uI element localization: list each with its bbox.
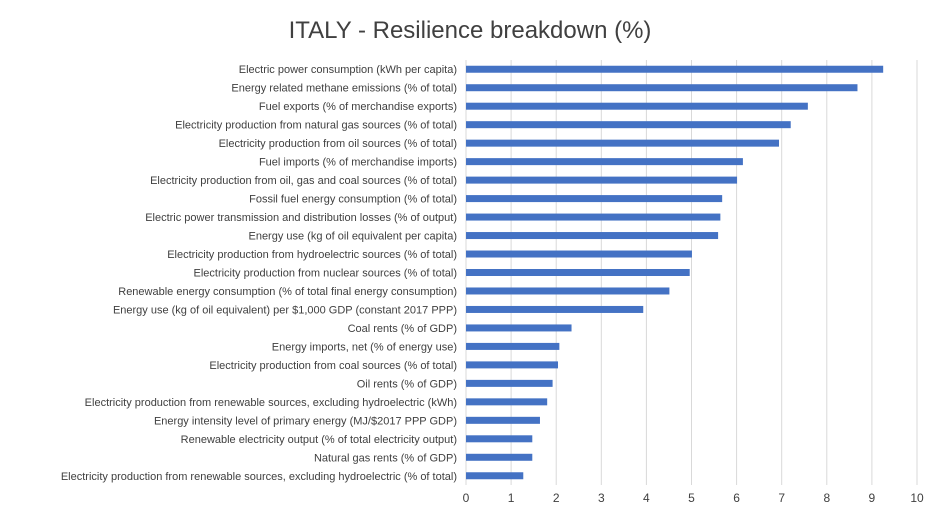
bar: [466, 305, 644, 313]
category-label: Energy use (kg of oil equivalent) per $1…: [113, 304, 457, 316]
chart-title: ITALY - Resilience breakdown (%): [289, 17, 652, 44]
x-tick-label: 1: [508, 491, 515, 505]
x-tick-label: 8: [823, 491, 830, 505]
category-label: Electricity production from nuclear sour…: [194, 268, 458, 280]
x-tick-label: 6: [733, 491, 740, 505]
bar: [466, 361, 559, 369]
bar: [466, 65, 884, 73]
category-label: Energy imports, net (% of energy use): [272, 341, 457, 353]
category-label: Oil rents (% of GDP): [357, 378, 457, 390]
bar: [466, 84, 858, 92]
x-tick-label: 2: [553, 491, 560, 505]
bar: [466, 102, 808, 110]
category-label: Electricity production from renewable so…: [85, 397, 457, 409]
bar: [466, 342, 560, 350]
bar: [466, 379, 553, 387]
category-label: Renewable energy consumption (% of total…: [118, 286, 457, 298]
bar: [466, 287, 670, 295]
category-label: Fossil fuel energy consumption (% of tot…: [249, 194, 457, 206]
category-label: Coal rents (% of GDP): [348, 323, 457, 335]
bar: [466, 121, 791, 129]
bar: [466, 453, 533, 461]
bar: [466, 324, 572, 332]
category-label: Electricity production from hydroelectri…: [167, 249, 457, 261]
bar: [466, 472, 524, 480]
category-label: Natural gas rents (% of GDP): [314, 452, 457, 464]
bar: [466, 416, 540, 424]
category-label: Energy intensity level of primary energy…: [154, 415, 457, 427]
category-label: Energy related methane emissions (% of t…: [231, 83, 457, 95]
bar: [466, 213, 721, 221]
bar: [466, 232, 719, 240]
category-label: Fuel exports (% of merchandise exports): [259, 101, 457, 113]
category-label: Fuel imports (% of merchandise imports): [259, 157, 457, 169]
x-tick-label: 10: [910, 491, 924, 505]
x-tick-label: 3: [598, 491, 605, 505]
x-tick-label: 5: [688, 491, 695, 505]
x-tick-label: 4: [643, 491, 650, 505]
category-label: Energy use (kg of oil equivalent per cap…: [248, 231, 457, 243]
bar: [466, 250, 692, 258]
x-tick-label: 9: [869, 491, 876, 505]
category-label: Electricity production from coal sources…: [209, 360, 457, 372]
category-label: Electricity production from natural gas …: [175, 120, 457, 132]
category-label: Electricity production from oil sources …: [219, 138, 457, 150]
x-tick-label: 0: [463, 491, 470, 505]
category-label: Electricity production from oil, gas and…: [150, 175, 457, 187]
category-label: Electric power transmission and distribu…: [145, 212, 457, 224]
bar: [466, 195, 723, 203]
bar: [466, 139, 779, 147]
x-tick-label: 7: [778, 491, 785, 505]
bar: [466, 176, 738, 184]
bar: [466, 269, 690, 276]
category-label: Electricity production from renewable so…: [61, 471, 457, 483]
bar: [466, 435, 533, 443]
bar: [466, 158, 743, 166]
category-label: Electric power consumption (kWh per capi…: [239, 64, 457, 76]
category-label: Renewable electricity output (% of total…: [181, 434, 457, 446]
bar: [466, 398, 548, 406]
